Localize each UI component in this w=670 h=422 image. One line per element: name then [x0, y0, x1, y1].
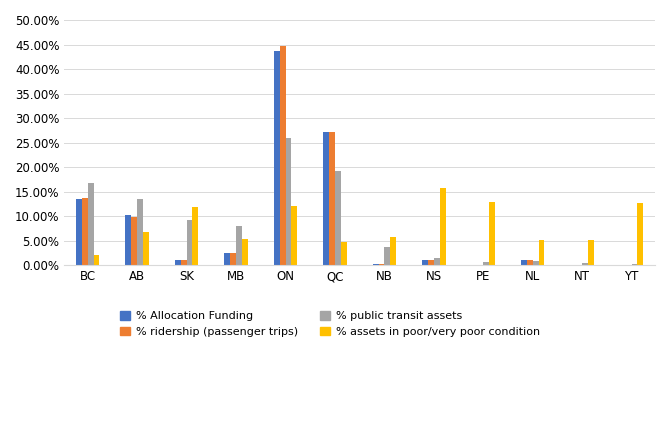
- Bar: [588, 240, 594, 265]
- Bar: [385, 247, 390, 265]
- Bar: [422, 260, 428, 265]
- Bar: [242, 239, 248, 265]
- Bar: [390, 238, 396, 265]
- Bar: [285, 138, 291, 265]
- Bar: [582, 263, 588, 265]
- Bar: [527, 260, 533, 265]
- Bar: [483, 262, 489, 265]
- Bar: [434, 258, 440, 265]
- Bar: [82, 198, 88, 265]
- Bar: [489, 202, 495, 265]
- Bar: [329, 133, 335, 265]
- Bar: [236, 226, 242, 265]
- Legend: % Allocation Funding, % ridership (passenger trips), % public transit assets, % : % Allocation Funding, % ridership (passe…: [117, 308, 543, 340]
- Bar: [181, 260, 187, 265]
- Bar: [192, 207, 198, 265]
- Bar: [341, 242, 346, 265]
- Bar: [76, 199, 82, 265]
- Bar: [335, 170, 341, 265]
- Bar: [187, 220, 192, 265]
- Bar: [373, 264, 379, 265]
- Bar: [428, 260, 434, 265]
- Bar: [440, 188, 446, 265]
- Bar: [279, 46, 285, 265]
- Bar: [274, 51, 279, 265]
- Bar: [224, 253, 230, 265]
- Bar: [94, 254, 99, 265]
- Bar: [125, 215, 131, 265]
- Bar: [175, 260, 181, 265]
- Bar: [88, 184, 94, 265]
- Bar: [379, 264, 385, 265]
- Bar: [291, 206, 297, 265]
- Bar: [637, 203, 643, 265]
- Bar: [143, 232, 149, 265]
- Bar: [323, 132, 329, 265]
- Bar: [539, 240, 545, 265]
- Bar: [230, 253, 236, 265]
- Bar: [521, 260, 527, 265]
- Bar: [131, 217, 137, 265]
- Bar: [533, 262, 539, 265]
- Bar: [137, 199, 143, 265]
